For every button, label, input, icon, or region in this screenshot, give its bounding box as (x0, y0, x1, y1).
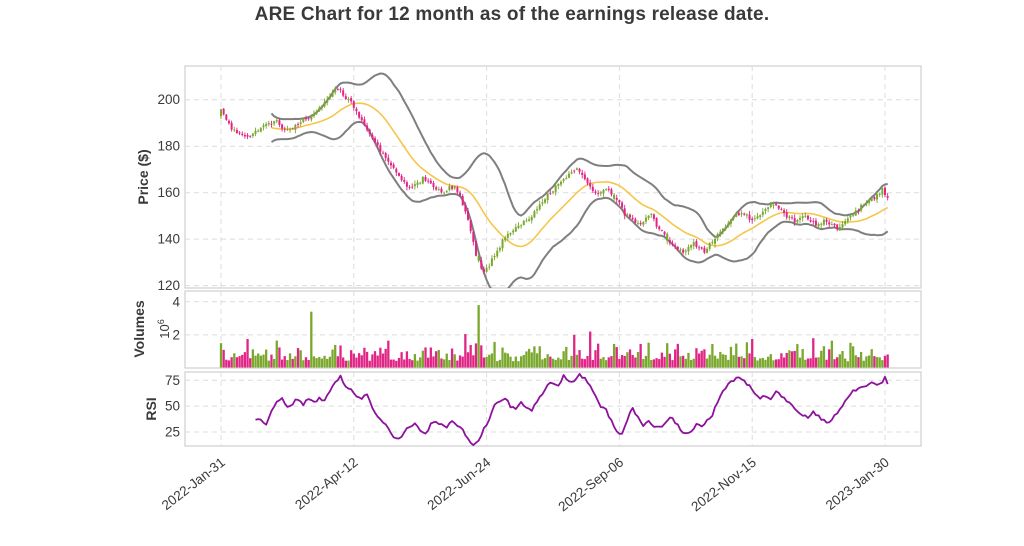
price-panel-content (220, 72, 889, 288)
x-tick-label: 2022-Nov-15 (688, 455, 759, 515)
price-panel-tick-label: 140 (157, 232, 180, 247)
x-tick-label: 2022-Apr-12 (292, 455, 360, 513)
bollinger-upper-band (270, 72, 888, 238)
price-panel-gridlines (185, 66, 921, 288)
price-panel-tick-label: 160 (157, 185, 180, 200)
rsi-panel-tick-label: 50 (165, 399, 180, 414)
price-panel-tick-label: 120 (157, 278, 180, 293)
x-tick-label: 2022-Jan-31 (159, 455, 228, 513)
price-panel-background (184, 65, 922, 289)
x-tick-label: 2022-Jun-24 (424, 454, 493, 513)
rsi-panel-tick-label: 25 (165, 425, 180, 440)
rsi-panel-gridlines (185, 372, 921, 446)
candlesticks (220, 86, 889, 275)
x-tick-label: 2022-Sep-06 (555, 455, 626, 515)
volume-panel-tick-label: 2 (172, 327, 180, 342)
price-panel-tick-label: 180 (157, 139, 180, 154)
price-panel-tick-label: 200 (157, 92, 180, 107)
rsi-panel-tick-label: 75 (165, 373, 180, 388)
volume-bars (219, 305, 889, 368)
x-tick-label: 2023-Jan-30 (823, 455, 892, 513)
volume-panel-tick-label: 4 (172, 294, 180, 309)
rsi-panel-background (184, 371, 922, 447)
rsi-line (255, 373, 889, 446)
chart-title: ARE Chart for 12 month as of the earning… (254, 4, 770, 25)
